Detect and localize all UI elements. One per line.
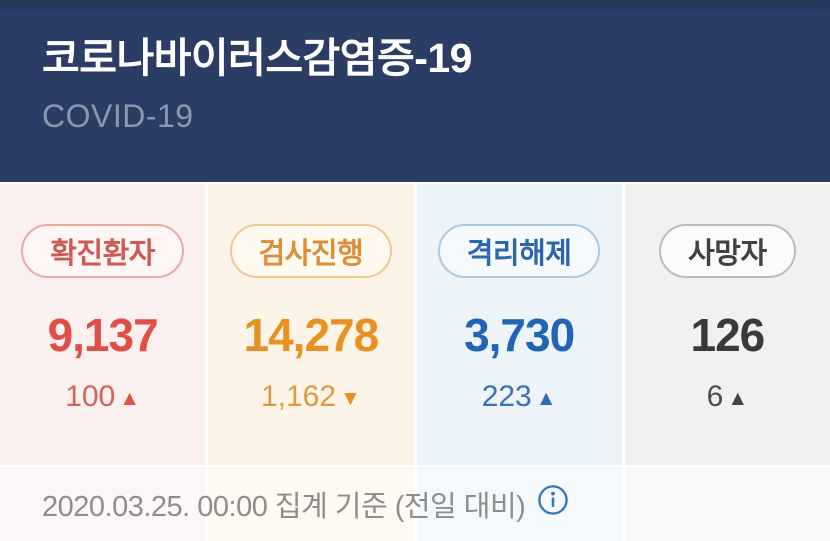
stat-card-deaths: 사망자 126 6 ▲ xyxy=(624,184,830,465)
footer-note: 2020.03.25. 00:00 집계 기준 (전일 대비) xyxy=(42,491,526,523)
stat-delta: 223 ▲ xyxy=(482,382,557,412)
header: 코로나바이러스감염증-19 COVID-19 xyxy=(0,0,830,182)
footer: 2020.03.25. 00:00 집계 기준 (전일 대비) xyxy=(0,467,830,541)
stat-label-badge: 사망자 xyxy=(659,224,796,278)
stat-delta: 1,162 ▼ xyxy=(261,382,361,412)
footer-column-tint xyxy=(416,467,622,541)
stat-label-badge: 확진환자 xyxy=(21,224,184,278)
stat-value: 3,730 xyxy=(464,309,575,361)
stat-delta: 100 ▲ xyxy=(65,382,140,412)
delta-up-arrow-icon: ▲ xyxy=(727,387,749,410)
stat-value: 126 xyxy=(690,309,766,361)
stat-delta-value: 6 xyxy=(706,380,724,413)
delta-down-arrow-icon: ▼ xyxy=(340,387,361,410)
stat-label: 검사진행 xyxy=(258,238,364,270)
footer-note-row: 2020.03.25. 00:00 집계 기준 (전일 대비) xyxy=(42,483,569,525)
stats-row: 확진환자 9,137 100 ▲ 검사진행 14,278 1,162 ▼ 격리해… xyxy=(0,184,830,465)
stat-card-confirmed: 확진환자 9,137 100 ▲ xyxy=(0,184,206,465)
stat-label: 사망자 xyxy=(688,238,767,270)
stat-label-badge: 격리해제 xyxy=(437,224,601,278)
stat-card-testing: 검사진행 14,278 1,162 ▼ xyxy=(208,184,414,465)
footer-column-tint xyxy=(208,467,414,541)
stat-delta-value: 100 xyxy=(65,380,116,413)
page-title: 코로나바이러스감염증-19 xyxy=(42,35,472,81)
stat-value: 14,278 xyxy=(243,309,380,361)
footer-column-tint xyxy=(0,467,206,541)
stat-label: 확진환자 xyxy=(50,238,155,270)
stat-delta: 6 ▲ xyxy=(707,382,748,412)
delta-up-arrow-icon: ▲ xyxy=(119,387,141,410)
stat-value: 9,137 xyxy=(47,309,159,361)
stat-card-released: 격리해제 3,730 223 ▲ xyxy=(416,184,622,465)
page-subtitle: COVID-19 xyxy=(42,98,194,135)
delta-up-arrow-icon: ▲ xyxy=(535,387,557,410)
stat-label: 격리해제 xyxy=(466,238,572,270)
footer-column-tint xyxy=(624,467,830,541)
stat-delta-value: 223 xyxy=(481,380,532,413)
stat-label-badge: 검사진행 xyxy=(229,224,393,278)
stat-delta-value: 1,162 xyxy=(260,380,337,413)
info-icon[interactable] xyxy=(537,484,569,524)
